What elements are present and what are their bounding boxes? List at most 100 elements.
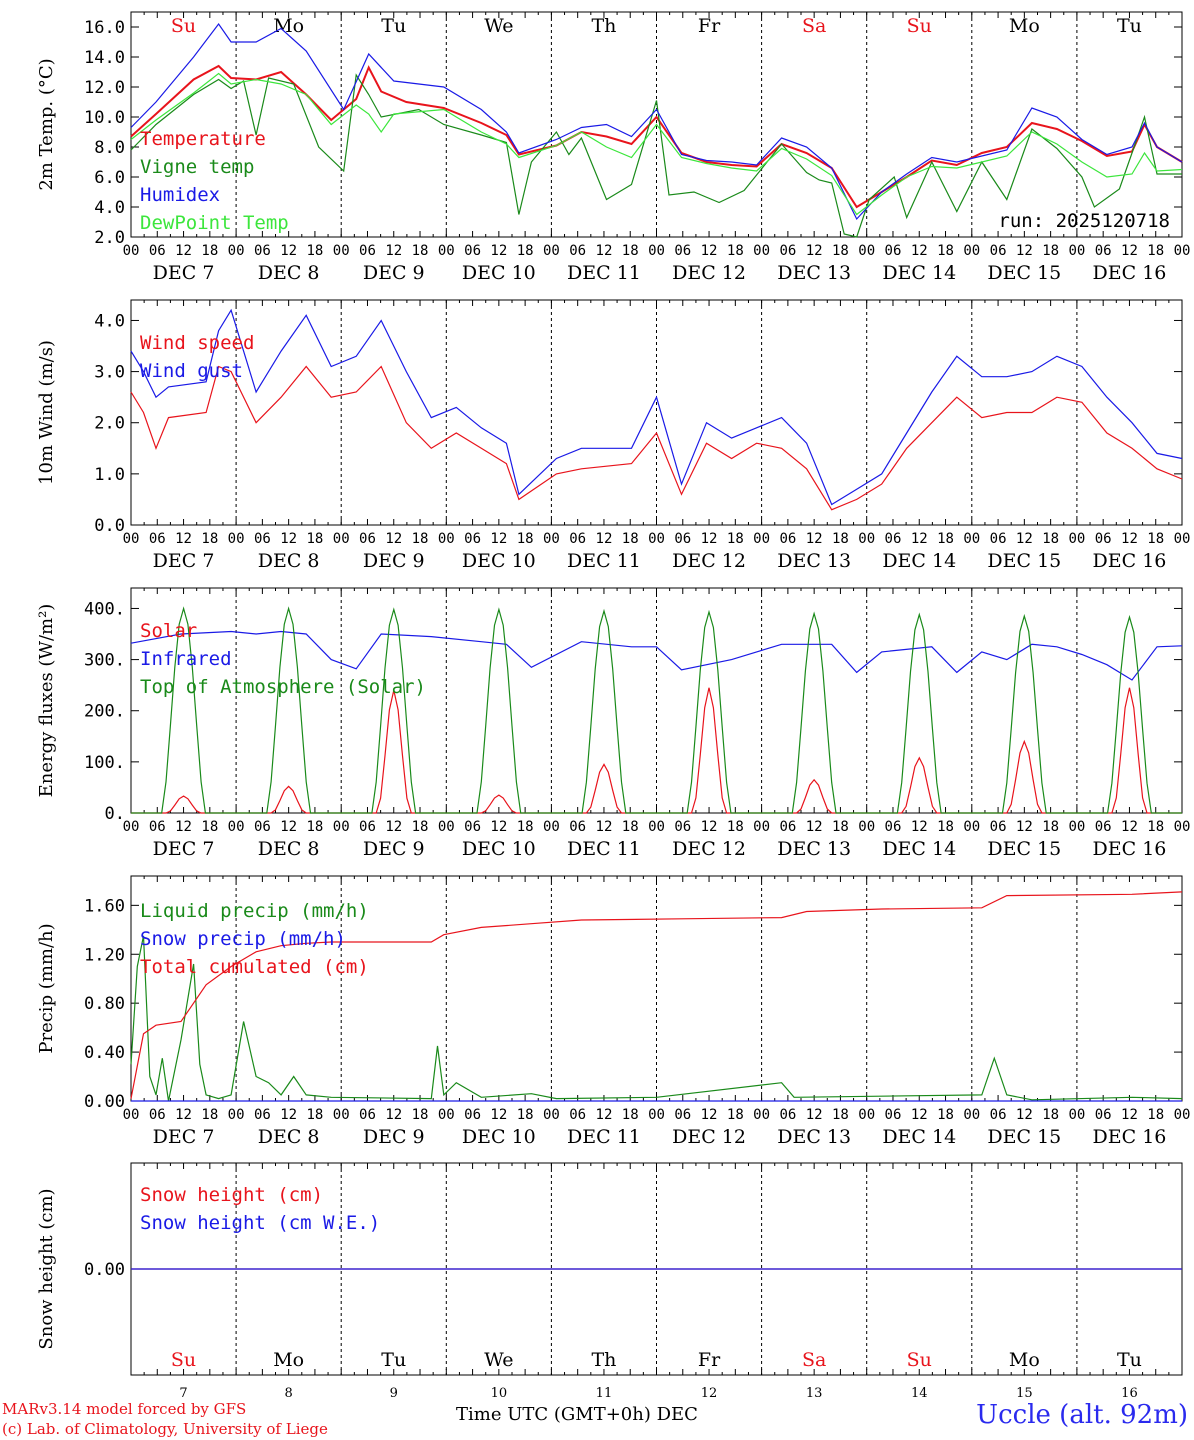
hour-tick-label: 12 [701, 819, 718, 835]
hour-tick-label: 06 [1095, 531, 1112, 547]
day-label: DEC 11 [567, 262, 641, 284]
hour-tick-label: 18 [832, 819, 849, 835]
hour-tick-label: 00 [123, 1107, 140, 1123]
weekday-label: Su [171, 15, 196, 37]
day-label: DEC 16 [1093, 262, 1167, 284]
day-label: DEC 15 [987, 262, 1061, 284]
hour-tick-label: 18 [727, 243, 744, 259]
y-tick-label: 2.0 [94, 228, 125, 248]
legend-entry: Snow height (cm W.E.) [140, 1212, 380, 1234]
copyright-credit: (c) Lab. of Climatology, University of L… [2, 1420, 328, 1438]
hour-tick-label: 06 [885, 819, 902, 835]
weekday-label: Tu [1117, 1349, 1142, 1371]
day-label: DEC 11 [567, 550, 641, 572]
hour-tick-label: 18 [937, 243, 954, 259]
weekday-label: Fr [698, 1349, 721, 1371]
hour-tick-label: 12 [385, 531, 402, 547]
hour-tick-label: 06 [149, 1107, 166, 1123]
hour-tick-label: 12 [385, 243, 402, 259]
day-label: DEC 12 [672, 838, 746, 860]
hour-tick-label: 18 [306, 1107, 323, 1123]
hour-tick-label: 00 [228, 819, 245, 835]
y-tick-label: 12.0 [84, 78, 125, 98]
weekday-label: Fr [698, 15, 721, 37]
hour-tick-label: 06 [779, 243, 796, 259]
day-label: DEC 7 [153, 838, 215, 860]
hour-tick-label: 06 [254, 243, 271, 259]
y-tick-label: 400. [84, 599, 125, 619]
hour-tick-label: 18 [727, 531, 744, 547]
weekday-label: Tu [1117, 15, 1142, 37]
day-label: DEC 14 [882, 838, 956, 860]
hour-tick-label: 06 [254, 1107, 271, 1123]
day-label: DEC 12 [672, 1126, 746, 1148]
weekday-label: Tu [381, 15, 406, 37]
hour-tick-label: 00 [123, 819, 140, 835]
y-tick-label: 16.0 [84, 18, 125, 38]
y-tick-label: 1.0 [94, 465, 125, 485]
hour-tick-label: 12 [806, 531, 823, 547]
hour-tick-label: 18 [832, 1107, 849, 1123]
y-tick-label: 14.0 [84, 48, 125, 68]
y-tick-label: 8.0 [94, 138, 125, 158]
hour-tick-label: 18 [1147, 819, 1164, 835]
hour-tick-label: 00 [438, 243, 455, 259]
weekday-label: Sa [802, 15, 826, 37]
y-tick-label: 0.0 [94, 516, 125, 536]
hour-tick-label: 06 [990, 531, 1007, 547]
day-label: DEC 9 [363, 838, 425, 860]
hour-tick-label: 00 [1174, 243, 1191, 259]
hour-tick-label: 18 [937, 819, 954, 835]
hour-tick-label: 06 [1095, 819, 1112, 835]
hour-tick-label: 00 [1068, 531, 1085, 547]
day-label: DEC 12 [672, 262, 746, 284]
hour-tick-label: 12 [806, 819, 823, 835]
hour-tick-label: 00 [543, 819, 560, 835]
hour-tick-label: 12 [701, 243, 718, 259]
hour-tick-label: 12 [701, 531, 718, 547]
hour-tick-label: 12 [911, 531, 928, 547]
hour-tick-label: 12 [280, 819, 297, 835]
legend-entry: Total cumulated (cm) [140, 956, 369, 978]
hour-tick-label: 12 [1121, 243, 1138, 259]
day-label: DEC 13 [777, 262, 851, 284]
hour-tick-label: 18 [306, 531, 323, 547]
day-label: DEC 14 [882, 550, 956, 572]
hour-tick-label: 18 [306, 243, 323, 259]
weekday-label: Su [907, 15, 932, 37]
hour-tick-label: 18 [517, 1107, 534, 1123]
hour-tick-label: 12 [280, 531, 297, 547]
day-label: DEC 9 [363, 262, 425, 284]
day-label: DEC 10 [462, 838, 536, 860]
hour-tick-label: 18 [517, 243, 534, 259]
day-number-label: 16 [1121, 1386, 1138, 1401]
day-label: DEC 16 [1093, 550, 1167, 572]
hour-tick-label: 06 [464, 531, 481, 547]
y-tick-label: 4.0 [94, 311, 125, 331]
hour-tick-label: 06 [254, 819, 271, 835]
hour-tick-label: 06 [569, 531, 586, 547]
hour-tick-label: 00 [543, 243, 560, 259]
hour-tick-label: 18 [517, 819, 534, 835]
legend-entry: DewPoint Temp [140, 212, 289, 234]
weekday-label: Th [591, 1349, 616, 1371]
hour-tick-label: 18 [727, 819, 744, 835]
hour-tick-label: 18 [937, 531, 954, 547]
y-tick-label: 300. [84, 651, 125, 671]
hour-tick-label: 12 [175, 243, 192, 259]
hour-tick-label: 06 [990, 243, 1007, 259]
time-axis-label: Time UTC (GMT+0h) DEC [456, 1404, 698, 1425]
day-label: DEC 13 [777, 1126, 851, 1148]
weekday-label: Mo [1009, 1349, 1040, 1371]
hour-tick-label: 00 [1068, 1107, 1085, 1123]
hour-tick-label: 12 [175, 531, 192, 547]
hour-tick-label: 18 [412, 1107, 429, 1123]
hour-tick-label: 00 [1174, 531, 1191, 547]
day-number-label: 15 [1016, 1386, 1033, 1401]
hour-tick-label: 00 [753, 819, 770, 835]
y-tick-label: 1.20 [84, 945, 125, 965]
day-label: DEC 8 [258, 550, 320, 572]
hour-tick-label: 06 [149, 243, 166, 259]
hour-tick-label: 12 [1016, 531, 1033, 547]
